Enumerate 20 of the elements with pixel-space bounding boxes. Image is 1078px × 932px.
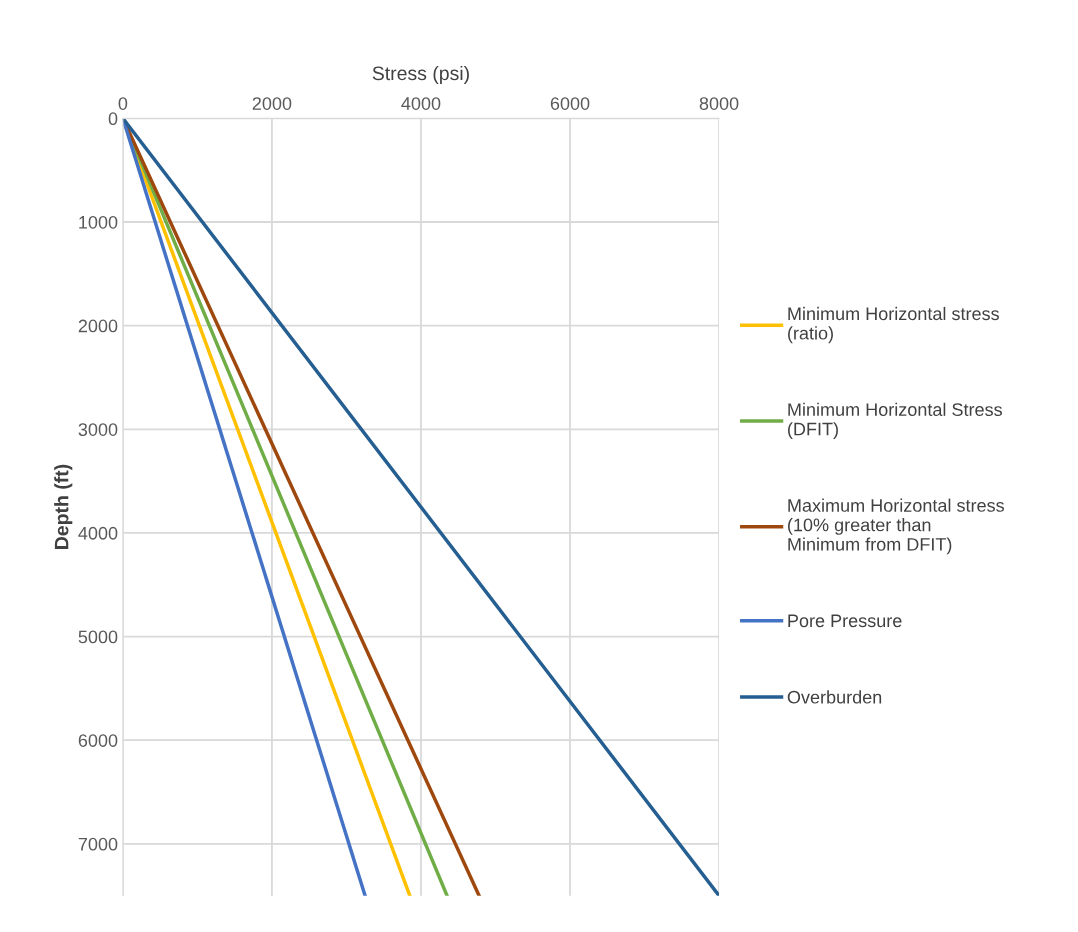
- y-tick-label: 4000: [78, 526, 118, 540]
- x-axis-title: Stress (psi): [372, 65, 469, 85]
- x-tick-label: 0: [118, 97, 128, 110]
- legend-label: Maximum Horizontal stress (10% greater than Minimum from DFIT): [788, 498, 1004, 555]
- y-tick-label: 5000: [78, 630, 118, 644]
- y-tick-label: 7000: [78, 837, 118, 851]
- legend-label: Pore Pressure: [788, 614, 902, 628]
- y-tick-label: 0: [108, 112, 118, 126]
- legend-label: Minimum Horizontal stress (ratio): [788, 306, 999, 344]
- y-tick-label: 1000: [79, 215, 118, 229]
- legend-label: Overburden: [787, 690, 882, 704]
- x-tick-label: 6000: [550, 97, 590, 110]
- x-tick-label: 4000: [401, 97, 441, 110]
- legend-label: Minimum Horizontal Stress (DFIT): [788, 402, 1002, 439]
- y-tick-label: 3000: [78, 423, 118, 436]
- y-tick-label: 6000: [78, 734, 118, 747]
- x-tick-label: 8000: [699, 97, 739, 110]
- y-tick-label: 2000: [78, 319, 118, 333]
- y-axis-title: Depth (ft): [54, 464, 73, 549]
- x-tick-label: 2000: [252, 97, 292, 110]
